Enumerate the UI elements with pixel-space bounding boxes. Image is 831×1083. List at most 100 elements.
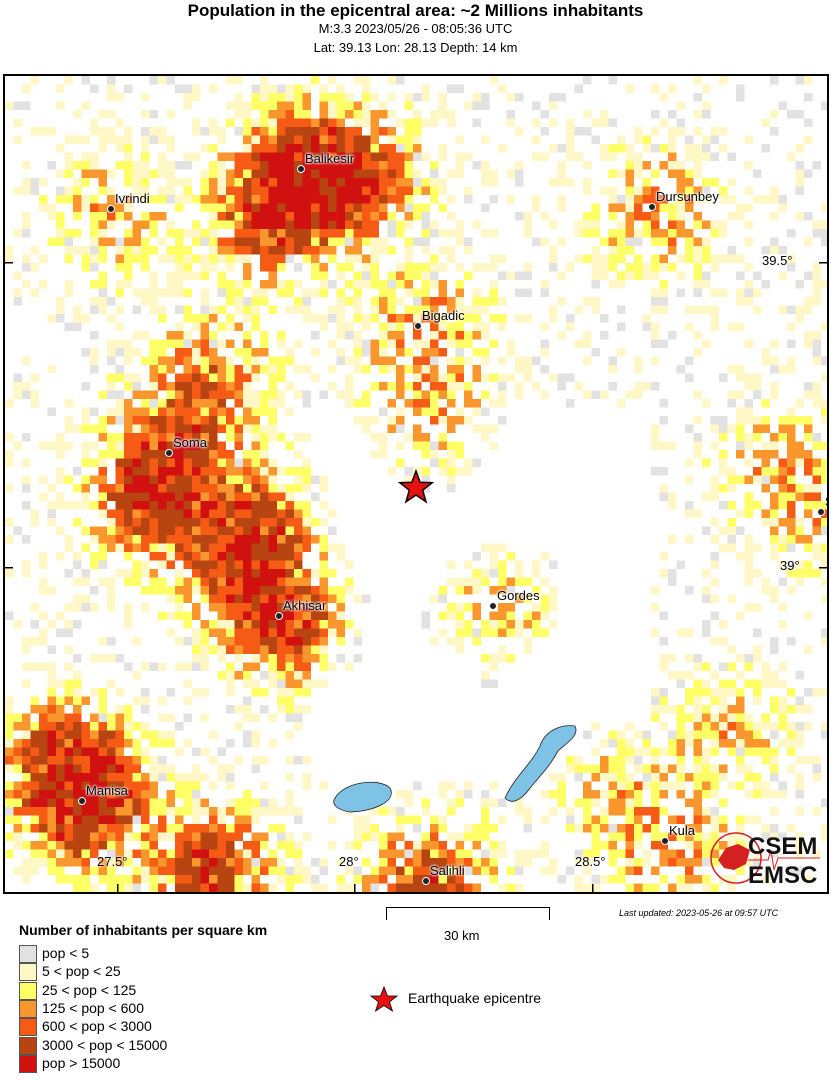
population-cell bbox=[481, 331, 490, 340]
population-cell bbox=[770, 186, 779, 195]
population-cell bbox=[659, 654, 668, 663]
population-cell bbox=[362, 339, 371, 348]
population-cell bbox=[413, 263, 422, 272]
population-cell bbox=[583, 815, 592, 824]
population-cell bbox=[353, 127, 362, 136]
population-cell bbox=[362, 280, 371, 289]
population-cell bbox=[727, 535, 736, 544]
population-cell bbox=[812, 458, 821, 467]
population-cell bbox=[234, 365, 243, 374]
population-cell bbox=[804, 688, 813, 697]
population-cell bbox=[166, 501, 175, 510]
population-cell bbox=[81, 747, 90, 756]
population-cell bbox=[464, 390, 473, 399]
population-cell bbox=[277, 620, 286, 629]
population-cell bbox=[481, 373, 490, 382]
population-cell bbox=[634, 365, 643, 374]
population-cell bbox=[608, 841, 617, 850]
population-cell bbox=[115, 305, 124, 314]
population-cell bbox=[166, 280, 175, 289]
population-cell bbox=[90, 246, 99, 255]
population-cell bbox=[421, 841, 430, 850]
population-cell bbox=[404, 858, 413, 867]
population-cell bbox=[472, 637, 481, 646]
population-cell bbox=[90, 739, 99, 748]
population-cell bbox=[676, 365, 685, 374]
population-cell bbox=[217, 458, 226, 467]
map-area[interactable]: BalikesirIvrindiDursunbeyBigadicSomaSAkh… bbox=[3, 74, 829, 894]
population-cell bbox=[489, 254, 498, 263]
population-cell bbox=[251, 118, 260, 127]
population-cell bbox=[175, 849, 184, 858]
population-cell bbox=[634, 756, 643, 765]
population-cell bbox=[217, 552, 226, 561]
population-cell bbox=[642, 212, 651, 221]
population-cell bbox=[583, 297, 592, 306]
population-cell bbox=[506, 620, 515, 629]
population-cell bbox=[659, 781, 668, 790]
population-cell bbox=[149, 662, 158, 671]
population-cell bbox=[693, 390, 702, 399]
population-cell bbox=[124, 509, 133, 518]
population-cell bbox=[217, 807, 226, 816]
population-cell bbox=[778, 246, 787, 255]
population-cell bbox=[81, 739, 90, 748]
population-cell bbox=[727, 484, 736, 493]
population-cell bbox=[39, 552, 48, 561]
population-cell bbox=[5, 722, 14, 731]
population-cell bbox=[404, 875, 413, 884]
population-cell bbox=[770, 526, 779, 535]
population-cell bbox=[285, 246, 294, 255]
population-cell bbox=[812, 339, 821, 348]
population-cell bbox=[268, 390, 277, 399]
population-cell bbox=[753, 271, 762, 280]
population-cell bbox=[761, 416, 770, 425]
population-cell bbox=[200, 271, 209, 280]
population-cell bbox=[608, 212, 617, 221]
population-cell bbox=[744, 603, 753, 612]
population-cell bbox=[379, 832, 388, 841]
population-cell bbox=[370, 93, 379, 102]
population-cell bbox=[200, 399, 209, 408]
population-cell bbox=[158, 866, 167, 875]
population-cell bbox=[812, 220, 821, 229]
population-cell bbox=[217, 237, 226, 246]
population-cell bbox=[234, 535, 243, 544]
population-cell bbox=[302, 203, 311, 212]
population-cell bbox=[608, 263, 617, 272]
population-cell bbox=[370, 144, 379, 153]
population-cell bbox=[421, 467, 430, 476]
population-cell bbox=[107, 526, 116, 535]
population-cell bbox=[5, 798, 14, 807]
population-cell bbox=[132, 441, 141, 450]
epicentre-star-icon[interactable] bbox=[397, 468, 435, 504]
population-cell bbox=[719, 127, 728, 136]
population-cell bbox=[22, 475, 31, 484]
population-cell bbox=[506, 93, 515, 102]
population-cell bbox=[166, 254, 175, 263]
population-cell bbox=[302, 220, 311, 229]
population-cell bbox=[90, 365, 99, 374]
population-cell bbox=[583, 790, 592, 799]
population-cell bbox=[73, 832, 82, 841]
population-cell bbox=[328, 662, 337, 671]
population-cell bbox=[719, 144, 728, 153]
population-cell bbox=[124, 790, 133, 799]
population-cell bbox=[617, 169, 626, 178]
population-cell bbox=[447, 416, 456, 425]
population-cell bbox=[183, 416, 192, 425]
population-cell bbox=[438, 858, 447, 867]
population-cell bbox=[141, 161, 150, 170]
population-cell bbox=[81, 441, 90, 450]
population-cell bbox=[625, 144, 634, 153]
population-cell bbox=[124, 212, 133, 221]
population-cell bbox=[336, 110, 345, 119]
population-cell bbox=[209, 492, 218, 501]
population-cell bbox=[625, 807, 634, 816]
population-cell bbox=[158, 135, 167, 144]
population-cell bbox=[311, 195, 320, 204]
population-cell bbox=[209, 186, 218, 195]
population-cell bbox=[736, 552, 745, 561]
population-cell bbox=[183, 866, 192, 875]
population-cell bbox=[787, 441, 796, 450]
